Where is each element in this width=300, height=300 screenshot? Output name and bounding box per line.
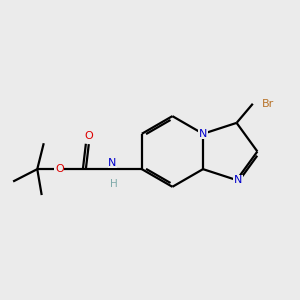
Text: O: O (84, 131, 93, 141)
Text: O: O (55, 164, 64, 174)
Text: H: H (110, 179, 118, 189)
Text: N: N (108, 158, 116, 168)
Text: Br: Br (262, 99, 274, 109)
Text: N: N (199, 129, 207, 139)
Text: N: N (234, 175, 242, 185)
